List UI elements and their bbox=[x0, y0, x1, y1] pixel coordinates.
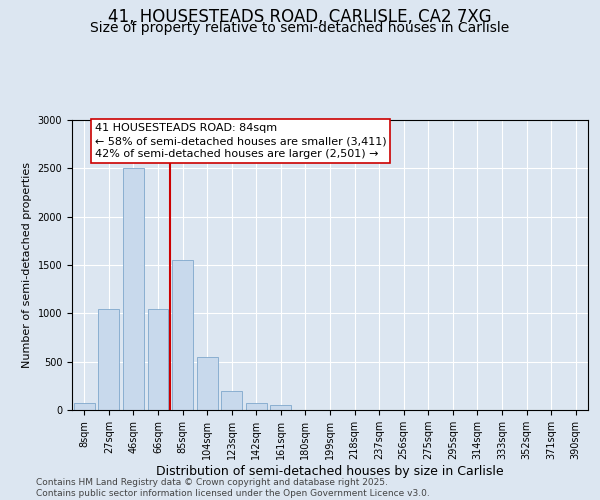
Bar bbox=[271, 405, 292, 410]
Text: 41, HOUSESTEADS ROAD, CARLISLE, CA2 7XG: 41, HOUSESTEADS ROAD, CARLISLE, CA2 7XG bbox=[108, 8, 492, 26]
Bar bbox=[98, 308, 119, 410]
Bar bbox=[221, 390, 242, 410]
Bar bbox=[246, 403, 267, 410]
Bar bbox=[197, 357, 218, 410]
Bar bbox=[148, 308, 169, 410]
Text: Size of property relative to semi-detached houses in Carlisle: Size of property relative to semi-detach… bbox=[91, 21, 509, 35]
Bar bbox=[172, 260, 193, 410]
Y-axis label: Number of semi-detached properties: Number of semi-detached properties bbox=[22, 162, 32, 368]
Bar bbox=[74, 403, 95, 410]
Text: Contains HM Land Registry data © Crown copyright and database right 2025.
Contai: Contains HM Land Registry data © Crown c… bbox=[36, 478, 430, 498]
X-axis label: Distribution of semi-detached houses by size in Carlisle: Distribution of semi-detached houses by … bbox=[156, 465, 504, 478]
Text: 41 HOUSESTEADS ROAD: 84sqm
← 58% of semi-detached houses are smaller (3,411)
42%: 41 HOUSESTEADS ROAD: 84sqm ← 58% of semi… bbox=[95, 123, 386, 160]
Bar bbox=[123, 168, 144, 410]
